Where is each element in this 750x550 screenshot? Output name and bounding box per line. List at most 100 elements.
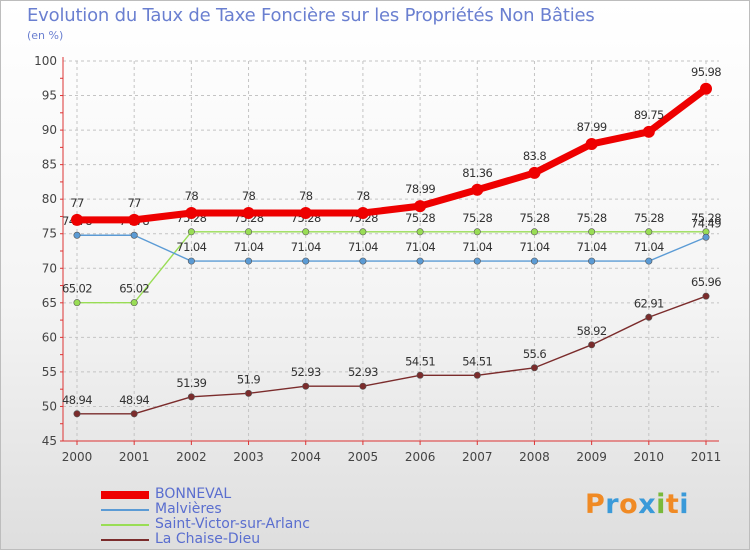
logo-letter: r (605, 489, 620, 520)
data-point (645, 228, 653, 236)
logo-letter: P (585, 489, 606, 520)
proxiti-logo: Proxiti (585, 489, 689, 520)
data-point (130, 231, 138, 239)
series-line (73, 85, 710, 224)
data-point (359, 257, 367, 265)
data-point (588, 228, 596, 236)
data-label: 54.51 (462, 354, 492, 368)
legend-swatch (101, 502, 149, 517)
y-tick-label: 65 (42, 296, 57, 310)
data-point (359, 382, 367, 390)
data-label: 75.28 (691, 211, 721, 225)
data-point (473, 371, 481, 379)
legend-label: Saint-Victor-sur-Arlanc (155, 516, 310, 532)
data-label: 81.36 (462, 166, 492, 180)
y-tick-label: 60 (42, 330, 57, 344)
x-tick-label: 2006 (405, 450, 436, 464)
data-point (471, 183, 484, 196)
logo-letter: o (619, 489, 639, 520)
data-label: 95.98 (691, 65, 721, 79)
x-tick-label: 2002 (176, 450, 207, 464)
data-point (71, 213, 83, 226)
data-point (299, 207, 312, 219)
data-label: 75.28 (462, 211, 492, 225)
data-point (185, 207, 198, 219)
data-point (700, 82, 712, 95)
data-label: 54.51 (405, 354, 435, 368)
data-point (530, 257, 538, 265)
data-label: 71.04 (519, 240, 549, 254)
logo-letter: i (679, 489, 690, 520)
series-line (76, 231, 707, 304)
legend-item: Saint-Victor-sur-Arlanc (101, 516, 431, 532)
data-label: 83.8 (523, 149, 546, 163)
x-tick-label: 2004 (290, 450, 321, 464)
data-label: 58.92 (577, 324, 607, 338)
data-point (414, 200, 427, 213)
data-point (130, 410, 138, 418)
data-label: 55.6 (523, 347, 546, 361)
data-label: 77 (70, 196, 84, 210)
data-point (645, 257, 653, 265)
series-line (76, 234, 707, 262)
data-point (73, 299, 81, 307)
data-point (416, 371, 424, 379)
data-point (588, 257, 596, 265)
legend-swatch (101, 487, 149, 502)
data-point (245, 228, 253, 236)
data-point (585, 137, 598, 150)
data-label: 65.02 (119, 282, 149, 296)
data-point (73, 231, 81, 239)
y-tick-label: 70 (42, 261, 57, 275)
data-label: 71.04 (234, 240, 264, 254)
data-label: 78 (185, 189, 199, 203)
legend-swatch (101, 532, 149, 547)
x-tick-label: 2011 (691, 450, 722, 464)
x-tick-label: 2000 (62, 450, 93, 464)
data-point (187, 393, 195, 401)
x-tick-label: 2010 (634, 450, 665, 464)
logo-letter: x (638, 489, 657, 520)
data-label: 77 (127, 196, 141, 210)
data-point (702, 233, 710, 241)
data-label: 65.02 (62, 282, 92, 296)
data-point (416, 257, 424, 265)
data-point (588, 341, 596, 349)
x-tick-label: 2008 (519, 450, 550, 464)
data-point (187, 228, 195, 236)
data-label: 71.04 (634, 240, 664, 254)
series-line (76, 295, 707, 415)
data-label: 75.28 (634, 211, 664, 225)
y-tick-label: 80 (42, 192, 57, 206)
x-tick-label: 2003 (233, 450, 264, 464)
data-point (416, 228, 424, 236)
legend: BONNEVAL Malvières Saint-Victor-sur-Arla… (101, 486, 431, 547)
data-label: 71.04 (462, 240, 492, 254)
data-point (359, 228, 367, 236)
data-point (473, 228, 481, 236)
data-point (245, 389, 253, 397)
legend-label: Malvières (155, 501, 222, 517)
data-point (528, 166, 541, 179)
data-label: 71.04 (291, 240, 321, 254)
data-label: 71.04 (577, 240, 607, 254)
data-point (702, 292, 710, 300)
data-label: 78 (356, 189, 370, 203)
legend-label: La Chaise-Dieu (155, 531, 261, 547)
x-tick-label: 2009 (576, 450, 607, 464)
unit-label: (en %) (27, 29, 64, 42)
y-tick-label: 55 (42, 365, 57, 379)
data-label: 52.93 (348, 365, 378, 379)
data-label: 71.04 (405, 240, 435, 254)
x-tick-label: 2001 (119, 450, 150, 464)
data-label: 48.94 (62, 393, 92, 407)
data-point (302, 257, 310, 265)
data-label: 87.99 (577, 120, 607, 134)
data-point (473, 257, 481, 265)
data-label: 48.94 (119, 393, 149, 407)
data-label: 62.91 (634, 296, 664, 310)
data-label: 78.99 (405, 182, 435, 196)
data-point (245, 257, 253, 265)
